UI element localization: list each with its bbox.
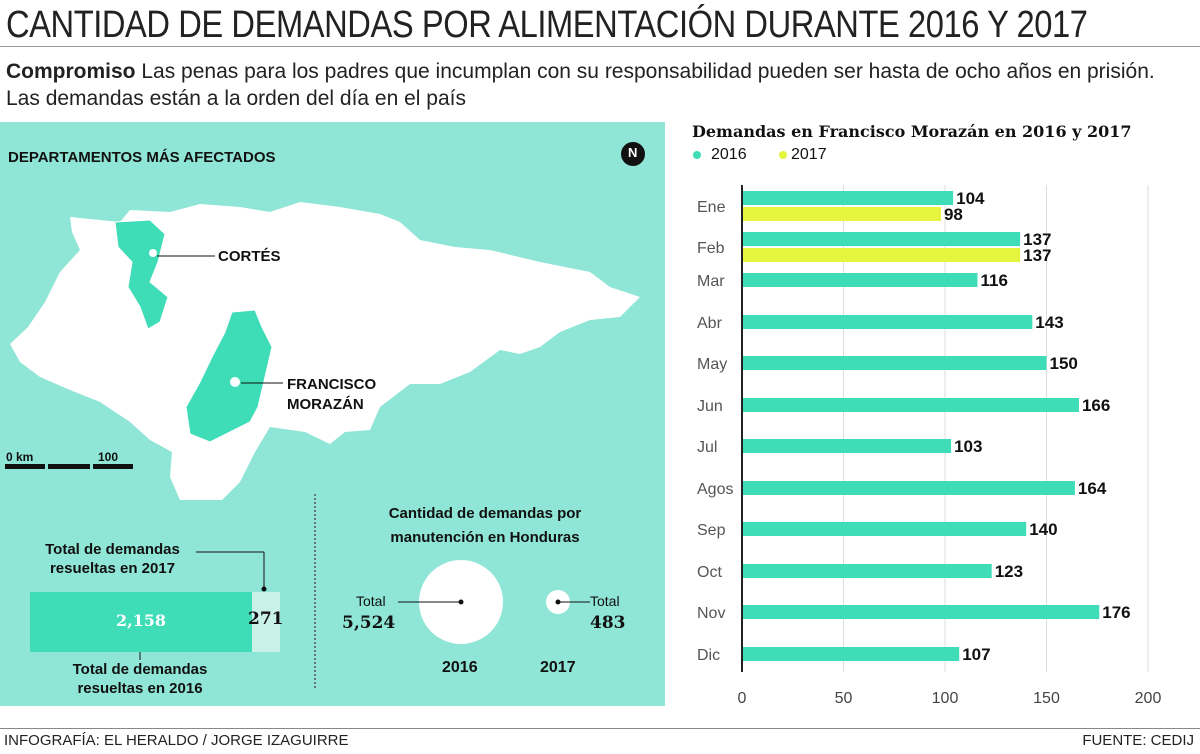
lead-text: Las penas para los padres que incumplan … — [6, 60, 1155, 110]
y-category-label: Jun — [697, 398, 723, 415]
honduras-map — [5, 142, 645, 688]
bar-2016 — [743, 522, 1027, 536]
legend-2017: 2017 — [779, 146, 827, 164]
footer-source: FUENTE: CEDIJ — [1082, 732, 1194, 749]
chart-title: Demandas en Francisco Morazán en 2016 y … — [692, 122, 1132, 141]
page-title: CANTIDAD DE DEMANDAS POR ALIMENTACIÓN DU… — [6, 4, 1088, 46]
label-fm-2: MORAZÁN — [287, 396, 364, 413]
y-category-label: Abr — [697, 315, 723, 332]
ht2: manutención en Honduras — [390, 529, 580, 546]
label-fm-1: FRANCISCO — [287, 376, 377, 393]
legend-2016: 2016 — [693, 146, 747, 164]
label-resolved-2016: Total de demandas resueltas en 2016 — [45, 660, 235, 698]
l17b: resueltas en 2017 — [49, 560, 176, 577]
y-category-label: Mar — [697, 273, 725, 290]
north-compass-icon — [621, 142, 645, 166]
lead-paragraph: Compromiso Las penas para los padres que… — [6, 58, 1186, 112]
bar-2017 — [743, 248, 1021, 262]
bar-2016 — [743, 481, 1075, 495]
x-tick-label: 200 — [1135, 690, 1162, 707]
ht1: Cantidad de demandas por — [388, 505, 582, 522]
bar-2016 — [743, 232, 1021, 246]
bar-value-label: 164 — [1078, 479, 1107, 498]
y-category-label: Ene — [697, 199, 726, 216]
legend-2016-label: 2016 — [711, 146, 747, 163]
legend-2017-swatch — [779, 150, 787, 159]
map-heading: DEPARTAMENTOS MÁS AFECTADOS — [8, 149, 276, 166]
francisco-morazan-department — [185, 309, 273, 443]
x-tick-label: 0 — [738, 690, 747, 707]
y-category-label: Jul — [697, 439, 717, 456]
bar-2016 — [743, 647, 960, 661]
year-2017-label: 2017 — [540, 659, 576, 676]
total-2017-value: 483 — [590, 613, 626, 633]
bar-value-label: 107 — [962, 645, 990, 664]
lead-bold: Compromiso — [6, 60, 136, 83]
total-2016-value: 5,524 — [342, 613, 396, 633]
label-francisco-morazan: FRANCISCO MORAZÁN — [287, 375, 376, 415]
legend-2016-swatch — [693, 150, 701, 159]
y-category-label: Dic — [697, 647, 720, 664]
legend-2017-label: 2017 — [791, 146, 827, 163]
footer-credit: INFOGRAFÍA: EL HERALDO / JORGE IZAGUIRRE — [4, 732, 349, 749]
honduras-shape — [10, 202, 640, 500]
bar-value-label: 123 — [995, 562, 1023, 581]
bar-2016 — [743, 315, 1033, 329]
map-panel: DEPARTAMENTOS MÁS AFECTADOS N CORTÉS FRA… — [0, 122, 665, 706]
y-category-label: May — [697, 356, 727, 373]
bar-value-label: 143 — [1035, 313, 1063, 332]
bar-2016 — [743, 273, 978, 287]
cortes-department — [114, 219, 169, 330]
honduras-title: Cantidad de demandas por manutención en H… — [350, 502, 620, 550]
resolved-2016-value: 2,158 — [115, 611, 167, 630]
bar-value-label: 166 — [1082, 396, 1110, 415]
label-cortes: CORTÉS — [218, 248, 281, 265]
bar-value-label: 140 — [1029, 520, 1057, 539]
l17a: Total de demandas — [45, 541, 180, 558]
bar-value-label: 150 — [1050, 354, 1078, 373]
total-2016-label: Total — [356, 593, 386, 609]
bar-value-label: 116 — [980, 271, 1007, 290]
total-2017-label: Total — [590, 593, 620, 609]
l16b: resueltas en 2016 — [77, 680, 203, 697]
year-2016-label: 2016 — [442, 659, 478, 676]
bar-2016 — [743, 605, 1100, 619]
bar-2016 — [743, 398, 1079, 412]
bar-2016 — [743, 191, 954, 205]
bar-2016 — [743, 564, 992, 578]
label-resolved-2017: Total de demandas resueltas en 2017 — [30, 540, 195, 578]
y-category-label: Agos — [697, 481, 733, 498]
l16a: Total de demandas — [72, 661, 208, 678]
scale-start: 0 km — [6, 450, 34, 464]
y-category-label: Oct — [697, 564, 722, 581]
cortes-marker — [149, 249, 157, 257]
francisco-morazan-marker — [230, 377, 240, 387]
y-category-label: Sep — [697, 522, 726, 539]
bar-value-label: 98 — [944, 205, 963, 224]
bar-2016 — [743, 356, 1047, 370]
resolved-bar-2016 — [30, 592, 252, 652]
bar-value-label: 137 — [1023, 246, 1051, 265]
x-tick-label: 50 — [835, 690, 853, 707]
resolved-2017-value: 271 — [248, 609, 284, 629]
north-label: N — [628, 145, 638, 160]
bar-value-label: 137 — [1023, 230, 1051, 249]
bar-2017 — [743, 207, 941, 221]
bar-value-label: 176 — [1102, 603, 1130, 622]
bar-2016 — [743, 439, 952, 453]
footer-divider — [0, 728, 1200, 729]
y-category-label: Nov — [697, 605, 725, 622]
bar-value-label: 103 — [954, 437, 982, 456]
title-divider — [0, 46, 1200, 47]
y-category-label: Feb — [697, 240, 725, 257]
bar-value-label: 104 — [956, 189, 985, 208]
x-tick-label: 100 — [932, 690, 959, 707]
x-tick-label: 150 — [1033, 690, 1060, 707]
resolved-bar: 2,158 271 — [30, 592, 284, 652]
scale-end: 100 — [98, 450, 119, 464]
